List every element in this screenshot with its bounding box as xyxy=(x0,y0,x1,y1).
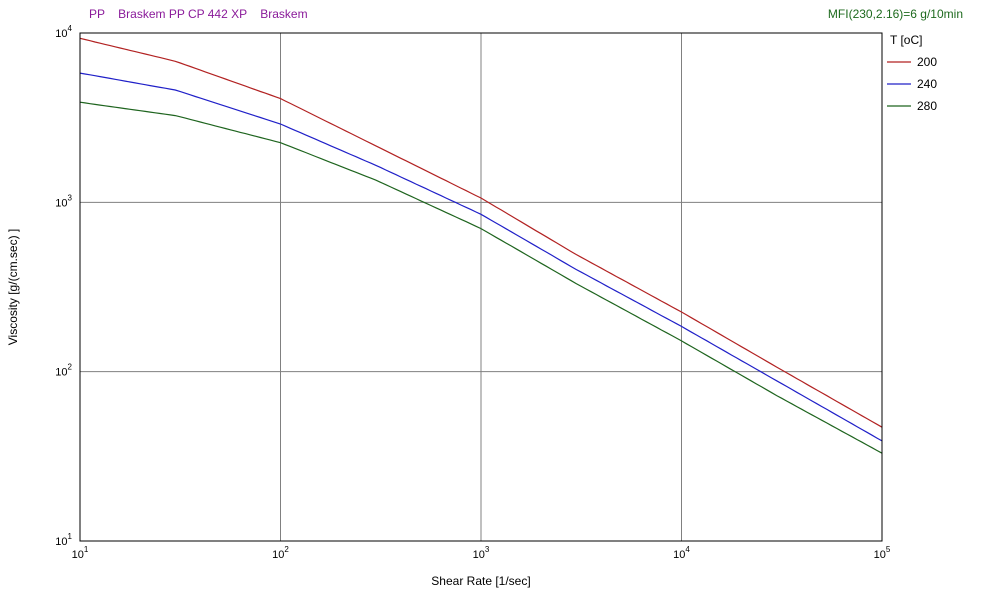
legend-label-240: 240 xyxy=(917,77,937,91)
supplier-label: Braskem xyxy=(260,7,308,21)
legend-title: T [oC] xyxy=(890,33,922,47)
x-tick-label: 101 xyxy=(72,545,89,561)
plot-frame xyxy=(79,32,883,542)
legend-label-200: 200 xyxy=(917,55,937,69)
x-tick-label: 104 xyxy=(673,545,690,561)
x-tick-label: 102 xyxy=(272,545,289,561)
series-line-240 xyxy=(79,72,883,442)
grid-lines xyxy=(80,33,882,541)
y-tick-label: 101 xyxy=(55,532,72,548)
y-tick-label: 104 xyxy=(55,24,72,40)
x-tick-label: 103 xyxy=(473,545,490,561)
y-tick-label: 102 xyxy=(55,363,72,379)
mfi-label: MFI(230,2.16)=6 g/10min xyxy=(827,7,963,21)
grade-label: Braskem PP CP 442 XP xyxy=(118,7,247,21)
y-tick-label: 103 xyxy=(55,193,72,209)
y-axis-label: Viscosity [g/(cm.sec) ] xyxy=(6,229,20,345)
series-line-280 xyxy=(79,101,883,454)
series-lines xyxy=(79,37,883,454)
legend: T [oC] 200 240 280 xyxy=(887,33,937,113)
legend-label-280: 280 xyxy=(917,99,937,113)
chart-header-left: PP Braskem PP CP 442 XP Braskem xyxy=(89,7,308,21)
series-line-200 xyxy=(79,37,883,428)
x-axis-label: Shear Rate [1/sec] xyxy=(431,574,530,588)
tick-labels: 101 102 103 104 105 101 102 103 104 xyxy=(55,24,891,561)
material-label: PP xyxy=(89,7,105,21)
x-tick-label: 105 xyxy=(874,545,891,561)
